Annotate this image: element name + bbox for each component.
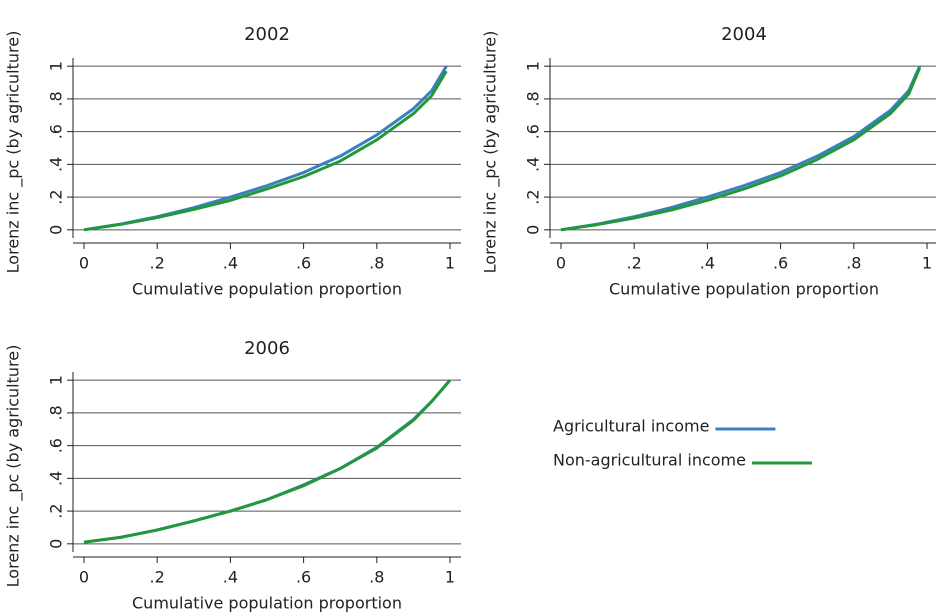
y-tick-label: .2 (47, 189, 66, 204)
x-tick-label: 0 (79, 568, 89, 587)
x-tick-label: 0 (79, 254, 89, 273)
x-tick-label: .6 (296, 568, 311, 587)
x-tick-label: .6 (296, 254, 311, 273)
y-tick-label: .6 (47, 438, 66, 453)
panel: 2004 0 .2 .4 .6 .8 1 0 .2 .4 .6 .8 1 Cumulative popul… (481, 24, 936, 299)
y-tick-label: .4 (47, 471, 66, 486)
x-axis-label: Cumulative population proportion (132, 594, 402, 613)
y-tick-label: .8 (47, 405, 66, 420)
legend-label: Non-agricultural income (553, 451, 746, 470)
x-tick-label: .8 (369, 568, 384, 587)
x-tick-label: 1 (445, 568, 455, 587)
y-tick-label: .6 (47, 124, 66, 139)
chart-title: 2004 (721, 24, 767, 45)
y-tick-label: 0 (524, 225, 543, 235)
x-tick-label: .2 (150, 254, 165, 273)
panel: 2006 0 .2 .4 .6 .8 1 0 .2 .4 .6 .8 1 Cumulative popul… (4, 338, 461, 613)
y-tick-label: .4 (524, 157, 543, 172)
series-line: Non-agricultural income (83, 379, 452, 544)
x-tick-label: .4 (700, 254, 715, 273)
series-line: Agricultural income (560, 65, 922, 232)
series-line (83, 70, 448, 232)
legend: Agricultural income Non-agricultural inco… (553, 417, 812, 470)
series-line (83, 65, 448, 232)
chart-title: 2006 (244, 338, 290, 359)
y-axis-label: Lorenz inc _pc (by agriculture) (4, 31, 24, 274)
x-tick-label: .6 (773, 254, 788, 273)
x-tick-label: .8 (369, 254, 384, 273)
y-tick-label: .2 (524, 189, 543, 204)
x-tick-label: .2 (150, 568, 165, 587)
y-tick-label: 1 (47, 61, 66, 71)
y-tick-label: 0 (47, 225, 66, 235)
x-tick-label: 0 (556, 254, 566, 273)
x-tick-label: .4 (223, 254, 238, 273)
series-line: Agricultural income (83, 379, 452, 544)
y-tick-label: .8 (47, 91, 66, 106)
x-tick-label: .2 (627, 254, 642, 273)
x-axis-label: Cumulative population proportion (132, 280, 402, 299)
panel: 2002 0 .2 .4 .6 .8 1 0 .2 .4 .6 .8 1 Cumulative popul… (4, 24, 812, 470)
chart-title: 2002 (244, 24, 290, 45)
x-tick-label: 1 (922, 254, 932, 273)
y-axis-label: Lorenz inc _pc (by agriculture) (481, 31, 501, 274)
x-tick-label: .8 (846, 254, 861, 273)
y-tick-label: 1 (47, 375, 66, 385)
series-line: Non-agricultural income (560, 67, 922, 232)
y-tick-label: .4 (47, 157, 66, 172)
legend-label: Agricultural income (553, 417, 709, 436)
y-tick-label: .2 (47, 503, 66, 518)
x-tick-label: .4 (223, 568, 238, 587)
y-axis-label: Lorenz inc _pc (by agriculture) (4, 345, 24, 588)
y-tick-label: 0 (47, 539, 66, 549)
y-tick-label: .6 (524, 124, 543, 139)
y-tick-label: 1 (524, 61, 543, 71)
x-axis-label: Cumulative population proportion (609, 280, 879, 299)
x-tick-label: 1 (445, 254, 455, 273)
y-tick-label: .8 (524, 91, 543, 106)
